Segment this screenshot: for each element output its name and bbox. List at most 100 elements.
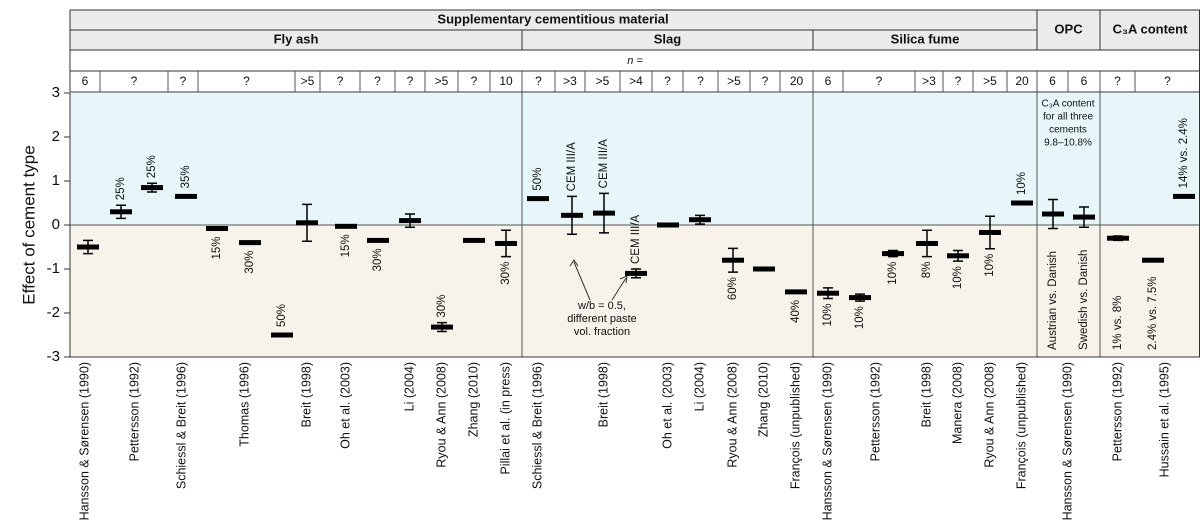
n-value: ? bbox=[876, 74, 883, 88]
annotation: 15% bbox=[340, 234, 352, 257]
note: w/b = 0.5, bbox=[577, 300, 626, 312]
mean-marker bbox=[657, 222, 679, 228]
mean-marker bbox=[689, 217, 711, 223]
study-label: François (unpublished) bbox=[1014, 362, 1028, 489]
annotation: 14% vs. 2.4% bbox=[1178, 118, 1190, 188]
study-label: Breit (1998) bbox=[919, 362, 933, 427]
n-value: ? bbox=[762, 74, 769, 88]
mean-marker bbox=[561, 212, 583, 218]
mean-marker bbox=[722, 257, 744, 263]
n-label: n = bbox=[627, 55, 643, 67]
mean-marker bbox=[527, 196, 549, 202]
annotation: 10% bbox=[822, 303, 834, 326]
arrows bbox=[569, 259, 628, 301]
n-value: ? bbox=[180, 74, 187, 88]
study-label: Hansson & Sørensen (1990) bbox=[1060, 362, 1074, 520]
note: vol. fraction bbox=[574, 326, 630, 338]
study-label: Pillai et al. (in press) bbox=[498, 362, 512, 475]
annotation: Austrian vs. Danish bbox=[1047, 251, 1059, 350]
study-label: Schiessl & Breit (1996) bbox=[174, 362, 188, 489]
n-value: ? bbox=[1114, 74, 1121, 88]
mean-marker bbox=[785, 289, 807, 295]
y-tick-label: 0 bbox=[52, 216, 60, 233]
study-label: Li (2004) bbox=[692, 362, 706, 411]
mean-marker bbox=[625, 270, 647, 276]
n-value: ? bbox=[955, 74, 962, 88]
negative-region bbox=[70, 225, 1200, 357]
note: C₃A content bbox=[1042, 99, 1095, 110]
y-tick-label: -3 bbox=[47, 348, 60, 365]
annotation: 8% bbox=[921, 262, 933, 279]
annotation: 25% bbox=[146, 155, 158, 178]
n-value: 6 bbox=[82, 74, 89, 88]
n-value: ? bbox=[243, 74, 250, 88]
n-value: ? bbox=[535, 74, 542, 88]
annotation: 25% bbox=[115, 177, 127, 200]
mean-marker bbox=[1107, 235, 1129, 241]
y-tick-label: 2 bbox=[52, 128, 60, 145]
annotation: Swedish vs. Danish bbox=[1078, 250, 1090, 350]
mean-marker bbox=[367, 237, 389, 243]
annotation: 30% bbox=[436, 295, 448, 318]
n-value: ? bbox=[1164, 74, 1171, 88]
n-value: ? bbox=[664, 74, 671, 88]
annotation: 50% bbox=[276, 304, 288, 327]
n-value: ? bbox=[337, 74, 344, 88]
mean-marker bbox=[593, 210, 615, 216]
mean-marker bbox=[817, 290, 839, 296]
mean-marker bbox=[431, 324, 453, 330]
mean-marker bbox=[463, 237, 485, 243]
n-value: 6 bbox=[1081, 74, 1088, 88]
mean-marker bbox=[849, 295, 871, 301]
group-label: Silica fume bbox=[891, 31, 960, 46]
annotation: CEM III/A bbox=[598, 139, 610, 189]
mean-marker bbox=[1011, 200, 1033, 206]
note: 9.8–10.8% bbox=[1044, 138, 1092, 149]
mean-marker bbox=[979, 229, 1001, 235]
annotation: 40% bbox=[790, 300, 802, 323]
mean-marker bbox=[141, 185, 163, 191]
study-label: Breit (1998) bbox=[299, 362, 313, 427]
annotation: 10% bbox=[887, 262, 899, 285]
annotation: 10% bbox=[854, 306, 866, 329]
n-value: 10 bbox=[499, 74, 513, 88]
n-value: >5 bbox=[301, 74, 315, 88]
annotation: 10% bbox=[1016, 172, 1028, 195]
n-value: >5 bbox=[727, 74, 741, 88]
y-tick-label: -2 bbox=[47, 304, 60, 321]
study-label: Thomas (1996) bbox=[237, 362, 251, 447]
n-value: 6 bbox=[1049, 74, 1056, 88]
n-value: >5 bbox=[435, 74, 449, 88]
study-label: Zhang (2010) bbox=[466, 362, 480, 437]
annotation: 60% bbox=[727, 277, 739, 300]
annotation: CEM III/A bbox=[630, 214, 642, 264]
n-value: ? bbox=[407, 74, 414, 88]
annotation: 30% bbox=[244, 251, 256, 274]
mean-marker bbox=[916, 240, 938, 246]
mean-marker bbox=[495, 240, 517, 246]
study-label: Ryou & Ann (2008) bbox=[725, 362, 739, 468]
n-value: >3 bbox=[922, 74, 936, 88]
study-label: Manera (2008) bbox=[950, 362, 964, 444]
y-tick-label: 3 bbox=[52, 84, 60, 101]
n-value: >3 bbox=[563, 74, 577, 88]
annotation: 50% bbox=[532, 168, 544, 191]
mean-marker bbox=[296, 220, 318, 226]
n-value: >4 bbox=[629, 74, 643, 88]
mean-marker bbox=[1073, 214, 1095, 220]
mean-marker bbox=[110, 209, 132, 215]
mean-marker bbox=[753, 266, 775, 272]
annotation: 30% bbox=[372, 248, 384, 271]
mean-marker bbox=[335, 223, 357, 229]
header-title: Supplementary cementitious material bbox=[437, 11, 668, 26]
n-value: ? bbox=[697, 74, 704, 88]
mean-marker bbox=[882, 251, 904, 257]
n-value: 20 bbox=[790, 74, 804, 88]
y-tick-label: -1 bbox=[47, 260, 60, 277]
annotation: 2.4% vs. 7.5% bbox=[1147, 276, 1159, 350]
study-label: Pettersson (1992) bbox=[127, 362, 141, 461]
study-label: Breit (1998) bbox=[596, 362, 610, 427]
annotation: CEM III/A bbox=[566, 142, 578, 192]
study-label: Hussain et al. (1995) bbox=[1157, 362, 1171, 477]
